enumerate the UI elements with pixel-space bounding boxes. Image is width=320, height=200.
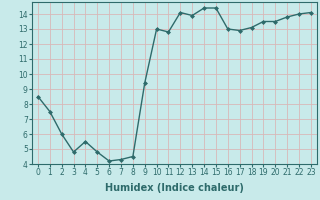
- X-axis label: Humidex (Indice chaleur): Humidex (Indice chaleur): [105, 183, 244, 193]
